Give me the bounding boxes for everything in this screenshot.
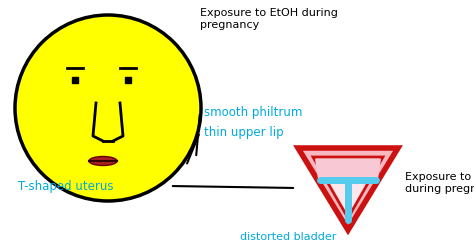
Text: Exposure to EtOH during
pregnancy: Exposure to EtOH during pregnancy xyxy=(200,8,338,30)
Text: distorted bladder: distorted bladder xyxy=(240,232,337,242)
Text: smooth philtrum: smooth philtrum xyxy=(204,106,302,119)
Polygon shape xyxy=(313,157,383,218)
Text: Exposure to DES
during pregnancy: Exposure to DES during pregnancy xyxy=(405,172,474,194)
Polygon shape xyxy=(315,159,381,179)
Polygon shape xyxy=(298,148,398,230)
Ellipse shape xyxy=(89,157,117,166)
Text: thin upper lip: thin upper lip xyxy=(204,125,283,138)
Ellipse shape xyxy=(15,15,201,201)
Text: T-shaped uterus: T-shaped uterus xyxy=(18,180,113,192)
